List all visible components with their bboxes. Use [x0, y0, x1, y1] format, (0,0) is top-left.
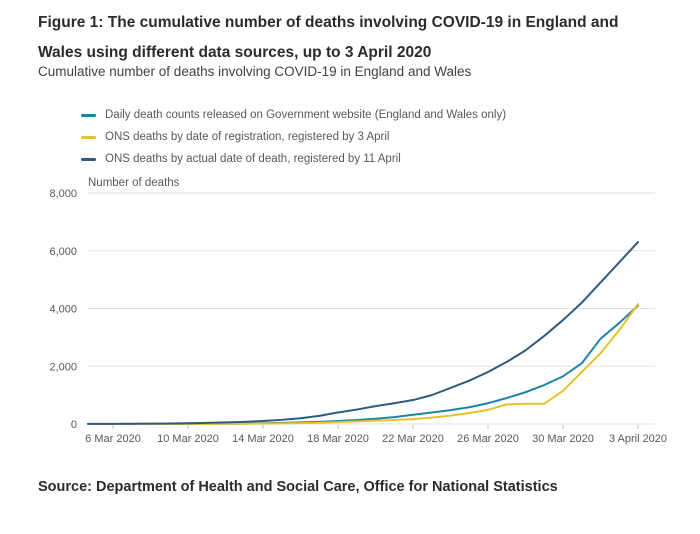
- legend-item: ONS deaths by actual date of death, regi…: [81, 148, 506, 170]
- x-tick-label: 14 Mar 2020: [232, 433, 294, 445]
- chart-legend: Daily death counts released on Governmen…: [81, 104, 506, 170]
- legend-swatch: [81, 113, 96, 117]
- x-tick-label: 3 April 2020: [609, 433, 667, 445]
- series-line-1: [87, 303, 639, 425]
- x-tick-label: 18 Mar 2020: [307, 433, 369, 445]
- series-line-2: [87, 241, 639, 425]
- source-note: Source: Department of Health and Social …: [38, 479, 558, 495]
- series-line-0: [87, 304, 639, 425]
- y-tick-label: 2,000: [49, 361, 77, 373]
- legend-item: ONS deaths by date of registration, regi…: [81, 126, 506, 148]
- legend-label: Daily death counts released on Governmen…: [105, 109, 507, 121]
- legend-label: ONS deaths by date of registration, regi…: [105, 131, 390, 143]
- x-tick-label: 26 Mar 2020: [457, 433, 519, 445]
- x-tick-label: 6 Mar 2020: [85, 433, 141, 445]
- x-tick-label: 22 Mar 2020: [382, 433, 444, 445]
- x-tick-label: 10 Mar 2020: [157, 433, 219, 445]
- legend-label: ONS deaths by actual date of death, regi…: [105, 153, 401, 165]
- legend-swatch: [81, 135, 96, 139]
- y-tick-label: 8,000: [49, 188, 77, 200]
- figure-title: Figure 1: The cumulative number of death…: [38, 14, 619, 61]
- y-tick-label: 0: [71, 419, 77, 431]
- y-axis-title: Number of deaths: [88, 177, 180, 189]
- y-tick-label: 4,000: [49, 304, 77, 316]
- legend-swatch: [81, 157, 96, 161]
- x-tick-label: 30 Mar 2020: [532, 433, 594, 445]
- legend-item: Daily death counts released on Governmen…: [81, 104, 506, 126]
- chart-title: Cumulative number of deaths involving CO…: [38, 64, 472, 79]
- chart-plot: 0 2,000 4,000 6,000 8,000 Number of deaths 6 M…: [49, 177, 667, 445]
- y-tick-label: 6,000: [49, 246, 77, 258]
